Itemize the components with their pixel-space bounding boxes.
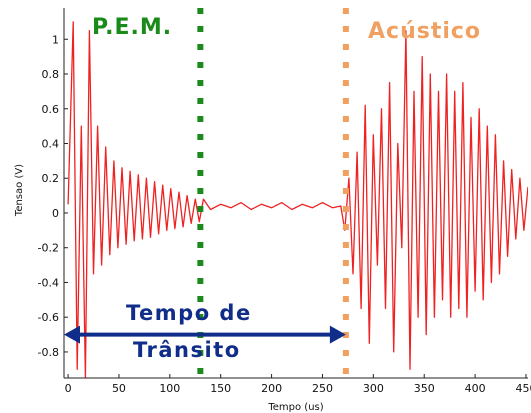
acoustic-label: Acústico (368, 19, 481, 44)
y-axis-title: Tensao (V) (14, 164, 25, 217)
x-tick-label: 50 (112, 382, 126, 395)
pem-label: P.E.M. (92, 15, 172, 40)
y-tick-label: 1 (52, 33, 59, 46)
x-tick-label: 200 (261, 382, 282, 395)
transit-label-line1: Tempo de (126, 301, 252, 325)
y-tick-label: -0.8 (38, 346, 59, 359)
x-tick-label: 400 (465, 382, 486, 395)
y-tick-label: 0.2 (42, 172, 60, 185)
y-tick-label: 0.8 (42, 68, 60, 81)
plot-area (67, 21, 528, 378)
x-tick-label: 100 (159, 382, 180, 395)
x-tick-label: 300 (363, 382, 384, 395)
transit-arrow-right-head (329, 325, 346, 344)
x-tick-label: 150 (210, 382, 231, 395)
y-tick-label: -0.4 (38, 276, 59, 289)
x-tick-label: 0 (65, 382, 72, 395)
signal-line (67, 21, 528, 378)
marker-lines (64, 8, 349, 378)
axes: 0 50 100 150 200 250 300 350 400 450 1 0.8 0.6 0.4 0.2… (38, 8, 531, 395)
x-tick-label: 250 (312, 382, 333, 395)
x-tick-label: 350 (414, 382, 435, 395)
x-axis-title: Tempo (us) (267, 402, 323, 413)
y-tick-label: 0.6 (42, 103, 60, 116)
y-tick-label: -0.6 (38, 311, 59, 324)
x-tick-label: 450 (515, 382, 531, 395)
y-tick-label: -0.2 (38, 242, 59, 255)
transit-arrow-left-head (64, 325, 80, 344)
transit-label-line2: Trânsito (133, 338, 241, 362)
annotations: P.E.M. Acústico Tempo de Trânsito (92, 15, 481, 362)
y-tick-label: 0 (52, 207, 59, 220)
y-tick-label: 0.4 (42, 137, 60, 150)
